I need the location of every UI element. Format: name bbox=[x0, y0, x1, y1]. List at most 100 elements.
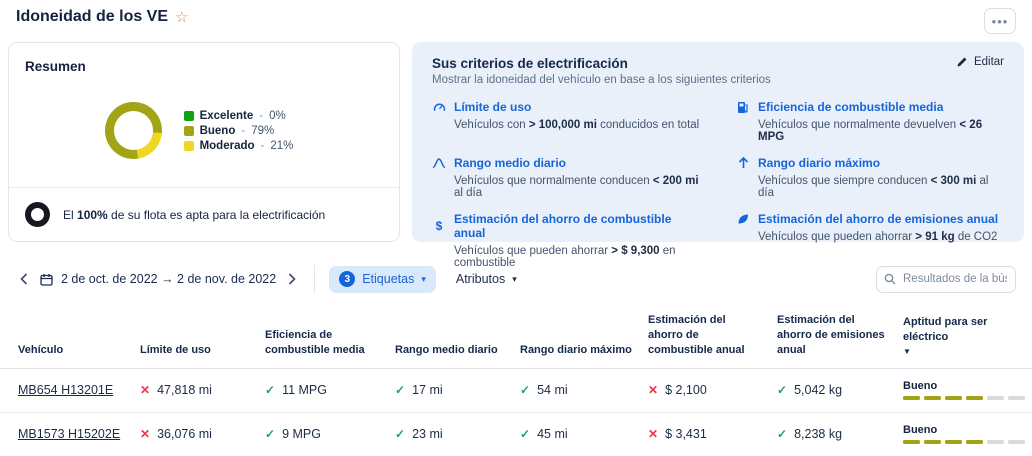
rating-label: Bueno bbox=[903, 424, 938, 437]
criterion-desc: Vehículos con > 100,000 mi conducidos en… bbox=[454, 119, 700, 131]
legend-label: Excelente bbox=[199, 109, 254, 122]
cross-icon: ✕ bbox=[648, 383, 659, 398]
legend-separator: - bbox=[260, 139, 265, 152]
edit-label: Editar bbox=[973, 56, 1004, 68]
usage-limit-cell: ✕ 36,076 mi bbox=[140, 427, 212, 442]
legend-label: Moderado bbox=[199, 139, 255, 152]
rating-label: Bueno bbox=[903, 380, 938, 393]
legend-separator: - bbox=[259, 109, 264, 122]
next-period-button[interactable] bbox=[286, 269, 298, 289]
chevron-right-icon bbox=[289, 273, 296, 285]
check-icon: ✓ bbox=[265, 427, 276, 442]
column-header-vehicle[interactable]: Vehículo bbox=[18, 343, 64, 356]
check-icon: ✓ bbox=[395, 383, 406, 398]
criterion-average-daily-range: Rango medio diario Vehículos que normalm… bbox=[432, 156, 700, 199]
max-daily-range-cell: ✓ 54 mi bbox=[520, 383, 568, 398]
chevron-down-icon: ▾ bbox=[512, 273, 517, 284]
fuel-efficiency-cell: ✓ 11 MPG bbox=[265, 383, 327, 398]
emissions-savings-cell: ✓ 8,238 kg bbox=[777, 427, 843, 442]
summary-title: Resumen bbox=[25, 59, 86, 74]
average-daily-range-cell: ✓ 17 mi bbox=[395, 383, 443, 398]
criteria-title: Sus criterios de electrificación bbox=[432, 56, 628, 71]
filter-divider bbox=[314, 265, 316, 293]
fuel-savings-cell: ✕ $ 3,431 bbox=[648, 427, 707, 442]
date-range-picker[interactable]: 2 de oct. de 2022 → 2 de nov. de 2022 bbox=[40, 272, 276, 286]
attributes-label: Atributos bbox=[455, 272, 506, 286]
summary-footer: El 100% de su flota es apta para la elec… bbox=[9, 188, 399, 241]
chevron-left-icon bbox=[20, 273, 28, 285]
criteria-subtitle: Mostrar la idoneidad del vehículo en bas… bbox=[432, 74, 771, 86]
criterion-link[interactable]: Rango medio diario bbox=[454, 156, 567, 170]
criterion-link[interactable]: Estimación del ahorro de combustible anu… bbox=[454, 212, 672, 240]
criterion-desc: Vehículos que siempre conducen < 300 mi … bbox=[758, 175, 989, 199]
favorite-star-icon[interactable]: ☆ bbox=[175, 9, 189, 26]
fuel-savings-cell: ✕ $ 2,100 bbox=[648, 383, 707, 398]
table-header-row: Vehículo Límite de uso Eficiencia de com… bbox=[0, 297, 1032, 369]
cross-icon: ✕ bbox=[648, 427, 659, 442]
filter-bar: 2 de oct. de 2022 → 2 de nov. de 2022 3 … bbox=[18, 265, 1016, 293]
summary-panel: Resumen Excelente - 0% Bueno - 79% bbox=[8, 42, 400, 242]
legend-value: 0% bbox=[269, 109, 286, 122]
emissions-savings-cell: ✓ 5,042 kg bbox=[777, 383, 843, 398]
column-header-average-daily-range[interactable]: Rango medio diario bbox=[395, 343, 498, 356]
legend-label: Bueno bbox=[199, 124, 236, 137]
legend-item-excelente: Excelente - 0% bbox=[183, 109, 294, 122]
page-title-text: Idoneidad de los VE bbox=[16, 8, 169, 25]
table-row: MB1573 H15202E ✕ 36,076 mi ✓ 9 MPG ✓ 23 mi … bbox=[0, 413, 1032, 456]
rating-bar bbox=[903, 396, 1025, 401]
criteria-grid: Límite de uso Vehículos con > 100,000 mi… bbox=[432, 100, 1004, 269]
donut-legend: Excelente - 0% Bueno - 79% Moderado - 21… bbox=[183, 109, 294, 152]
usage-limit-cell: ✕ 47,818 mi bbox=[140, 383, 212, 398]
gauge-icon bbox=[432, 101, 446, 114]
criterion-link[interactable]: Límite de uso bbox=[454, 100, 532, 114]
criterion-annual-emissions-savings: Estimación del ahorro de emisiones anual… bbox=[736, 212, 1004, 269]
criterion-desc: Vehículos que normalmente devuelven < 26… bbox=[758, 119, 983, 143]
criterion-link[interactable]: Eficiencia de combustible media bbox=[758, 100, 944, 114]
criterion-max-daily-range: Rango diario máximo Vehículos que siempr… bbox=[736, 156, 1004, 199]
criterion-desc: Vehículos que pueden ahorrar > 91 kg de … bbox=[758, 231, 998, 243]
chevron-down-icon: ▾ bbox=[421, 273, 426, 284]
suitability-cell: Bueno bbox=[903, 380, 1025, 401]
check-icon: ✓ bbox=[777, 427, 788, 442]
tags-filter-button[interactable]: 3 Etiquetas ▾ bbox=[329, 265, 436, 293]
criterion-usage-limit: Límite de uso Vehículos con > 100,000 mi… bbox=[432, 100, 700, 143]
column-header-fuel-savings[interactable]: Estimación del ahorro de combustible anu… bbox=[648, 314, 745, 356]
more-options-button[interactable]: ••• bbox=[984, 8, 1016, 34]
vehicle-link[interactable]: MB1573 H15202E bbox=[18, 427, 121, 442]
edit-button[interactable]: Editar bbox=[956, 56, 1004, 68]
vehicle-link[interactable]: MB654 H13201E bbox=[18, 383, 114, 398]
column-header-emissions-savings[interactable]: Estimación del ahorro de emisiones anual bbox=[777, 314, 885, 356]
search-icon bbox=[884, 273, 896, 284]
criterion-fuel-efficiency: Eficiencia de combustible media Vehículo… bbox=[736, 100, 1004, 143]
fleet-ring-icon bbox=[25, 202, 50, 227]
donut-hole bbox=[113, 111, 153, 150]
column-header-usage-limit[interactable]: Límite de uso bbox=[140, 343, 211, 356]
sort-descending-icon: ▼ bbox=[903, 346, 911, 356]
summary-chart-row: Excelente - 0% Bueno - 79% Moderado - 21… bbox=[9, 74, 399, 187]
legend-separator: - bbox=[241, 124, 246, 137]
arrow-up-icon bbox=[736, 157, 750, 169]
date-range-text: 2 de oct. de 2022 → 2 de nov. de 2022 bbox=[61, 272, 277, 286]
pencil-icon bbox=[957, 57, 967, 67]
check-icon: ✓ bbox=[265, 383, 276, 398]
tags-label: Etiquetas bbox=[362, 272, 415, 286]
previous-period-button[interactable] bbox=[18, 269, 30, 289]
criteria-panel: Sus criterios de electrificación Mostrar… bbox=[412, 42, 1024, 269]
max-daily-range-cell: ✓ 45 mi bbox=[520, 427, 568, 442]
average-daily-range-cell: ✓ 23 mi bbox=[395, 427, 443, 442]
criterion-link[interactable]: Rango diario máximo bbox=[758, 156, 881, 170]
attributes-filter-button[interactable]: Atributos ▾ bbox=[456, 272, 517, 286]
column-header-ev-suitability[interactable]: Aptitud para ser eléctrico ▼ bbox=[903, 315, 1024, 357]
check-icon: ✓ bbox=[777, 383, 788, 398]
ellipsis-icon: ••• bbox=[991, 13, 1009, 29]
criterion-link[interactable]: Estimación del ahorro de emisiones anual bbox=[758, 212, 999, 226]
criterion-desc: Vehículos que pueden ahorrar > $ 9,300 e… bbox=[454, 245, 676, 269]
column-header-max-daily-range[interactable]: Rango diario máximo bbox=[520, 343, 632, 356]
legend-item-moderado: Moderado - 21% bbox=[183, 139, 293, 152]
legend-value: 79% bbox=[251, 124, 275, 137]
fuel-pump-icon bbox=[736, 101, 750, 114]
column-header-fuel-efficiency[interactable]: Eficiencia de combustible media bbox=[265, 328, 365, 356]
legend-item-bueno: Bueno - 79% bbox=[183, 124, 294, 137]
check-icon: ✓ bbox=[395, 427, 406, 442]
search-input[interactable] bbox=[876, 265, 1016, 293]
